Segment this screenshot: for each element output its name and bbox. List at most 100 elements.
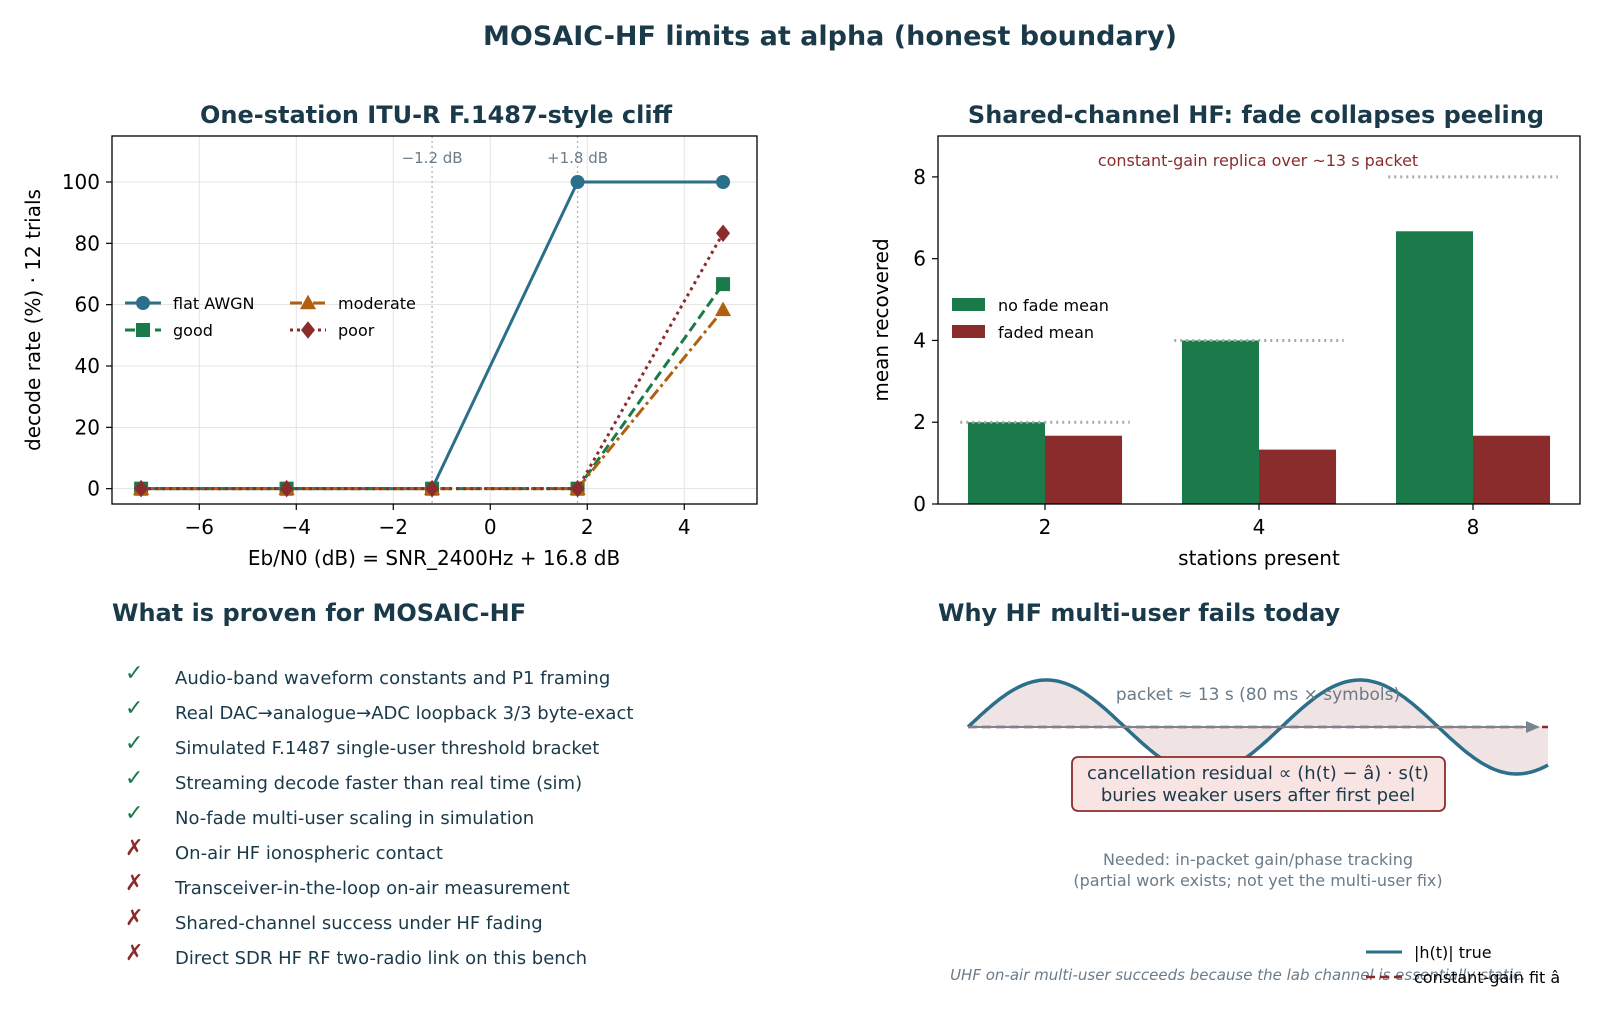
series-line [141, 308, 725, 491]
data-point [425, 479, 440, 498]
data-point [136, 296, 150, 310]
legend-label: faded mean [998, 323, 1094, 342]
decode-rate-chart: One-station ITU-R F.1487-style cliff −1.… [21, 101, 758, 570]
y-tick-label: 6 [913, 247, 926, 271]
bar-no-fade-mean [1395, 231, 1473, 504]
x-tick-label: 0 [484, 515, 497, 539]
data-point [299, 294, 317, 310]
check-icon: ✓ [125, 696, 143, 721]
decode-chart-title: One-station ITU-R F.1487-style cliff [200, 101, 673, 129]
bar-no-fade-mean [967, 422, 1045, 504]
why-title: Why HF multi-user fails today [938, 599, 1341, 627]
uhf-footnote: UHF on-air multi-user succeeds because t… [950, 966, 1526, 984]
legend-fit-label: constant-gain fit â [1414, 968, 1560, 987]
shared-chart-y-label: mean recovered [869, 238, 893, 401]
decode-chart-x-ticks: −6 −4 −2 0 2 4 [185, 504, 691, 539]
shared-channel-chart: Shared-channel HF: fade collapses peelin… [869, 101, 1581, 570]
x-tick-label: 4 [1253, 515, 1266, 539]
legend-label: poor [338, 321, 375, 340]
shared-chart-title: Shared-channel HF: fade collapses peelin… [968, 101, 1544, 129]
check-icon: ✓ [125, 801, 143, 826]
decode-chart-grid [112, 136, 757, 504]
channel-gain-wave [966, 678, 1549, 776]
legend-swatch [952, 298, 985, 311]
legend-label: good [173, 321, 213, 340]
legend-label: moderate [338, 294, 416, 313]
check-icon: ✓ [125, 661, 143, 686]
y-tick-label: 0 [913, 492, 926, 516]
y-tick-label: 2 [913, 410, 926, 434]
needed-line-2: (partial work exists; not yet the multi-… [1073, 871, 1442, 890]
series-poor [134, 224, 731, 498]
threshold-label: +1.8 dB [547, 149, 608, 167]
proven-item-label: Real DAC→analogue→ADC loopback 3/3 byte-… [175, 703, 633, 724]
shared-chart-x-ticks: 2 4 8 [1039, 504, 1480, 539]
proven-item-label: Direct SDR HF RF two-radio link on this … [175, 948, 587, 969]
bar-no-fade-mean [1181, 340, 1259, 504]
threshold-label: −1.2 dB [402, 149, 463, 167]
shared-chart-bars [967, 231, 1551, 504]
data-point [570, 479, 585, 498]
decode-chart-y-ticks: 0 20 40 60 80 100 [62, 170, 112, 501]
check-icon: ✓ [125, 731, 143, 756]
y-tick-label: 8 [913, 165, 926, 189]
needed-line-1: Needed: in-packet gain/phase tracking [1103, 850, 1413, 869]
legend-label: no fade mean [998, 296, 1109, 315]
proven-item-label: Streaming decode faster than real time (… [175, 773, 582, 794]
cross-icon: ✗ [125, 941, 143, 966]
proven-item-label: No-fade multi-user scaling in simulation [175, 808, 534, 829]
ideal-recovery-lines [960, 175, 1558, 424]
arrow-head-icon [1526, 721, 1540, 733]
packet-duration-label: packet ≈ 13 s (80 ms × symbols) [1116, 685, 1400, 705]
data-point [716, 277, 731, 292]
data-point [279, 479, 294, 498]
data-point [570, 175, 585, 189]
y-tick-label: 40 [75, 354, 100, 378]
residual-line-2: buries weaker users after first peel [1101, 785, 1415, 806]
wave-legend: |h(t)| true constant-gain fit â [1366, 943, 1560, 987]
legend-swatch [952, 325, 985, 338]
proven-checklist: What is proven for MOSAIC-HF ✓ Audio-band… [112, 599, 633, 969]
check-icon: ✓ [125, 766, 143, 791]
why-fails-diagram: Why HF multi-user fails today packet ≈ 1… [938, 599, 1560, 987]
decode-chart-series [133, 175, 732, 498]
data-point [301, 321, 315, 339]
shared-chart-annotation: constant-gain replica over ~13 s packet [1098, 151, 1418, 170]
shared-chart-y-ticks: 0 2 4 6 8 [913, 165, 938, 516]
y-tick-label: 0 [87, 477, 100, 501]
data-point [715, 301, 732, 317]
decode-chart-legend: flat AWGN good moderate poor [125, 294, 416, 340]
data-point [134, 479, 149, 498]
y-tick-label: 60 [75, 293, 100, 317]
cross-icon: ✗ [125, 836, 143, 861]
x-tick-label: 2 [581, 515, 594, 539]
shared-chart-legend: no fade mean faded mean [952, 296, 1109, 342]
bar-faded-mean [1473, 435, 1551, 504]
bar-faded-mean [1045, 435, 1123, 504]
x-tick-label: 2 [1039, 515, 1052, 539]
data-point [716, 224, 731, 242]
proven-item-label: Audio-band waveform constants and P1 fra… [175, 668, 610, 689]
proven-items: ✓ Audio-band waveform constants and P1 fr… [125, 661, 633, 969]
cross-icon: ✗ [125, 871, 143, 896]
data-point [716, 175, 731, 189]
residual-line-1: cancellation residual ∝ (h(t) − â) · s(t… [1087, 763, 1429, 784]
y-tick-label: 80 [75, 231, 100, 255]
residual-box [1071, 756, 1446, 812]
x-tick-label: 8 [1467, 515, 1480, 539]
bar-faded-mean [1259, 449, 1337, 504]
x-tick-label: −2 [379, 515, 408, 539]
data-point [136, 323, 150, 337]
x-tick-label: 4 [678, 515, 691, 539]
proven-item-label: On-air HF ionospheric contact [175, 843, 443, 864]
proven-item-label: Transceiver-in-the-loop on-air measureme… [174, 878, 570, 899]
proven-title: What is proven for MOSAIC-HF [112, 599, 526, 627]
x-tick-label: −4 [282, 515, 311, 539]
legend-true-label: |h(t)| true [1414, 943, 1492, 962]
x-tick-label: −6 [185, 515, 214, 539]
decode-chart-frame [111, 135, 758, 505]
proven-item-label: Shared-channel success under HF fading [175, 913, 543, 934]
proven-item-label: Simulated F.1487 single-user threshold b… [175, 738, 599, 759]
legend-label: flat AWGN [173, 294, 255, 313]
